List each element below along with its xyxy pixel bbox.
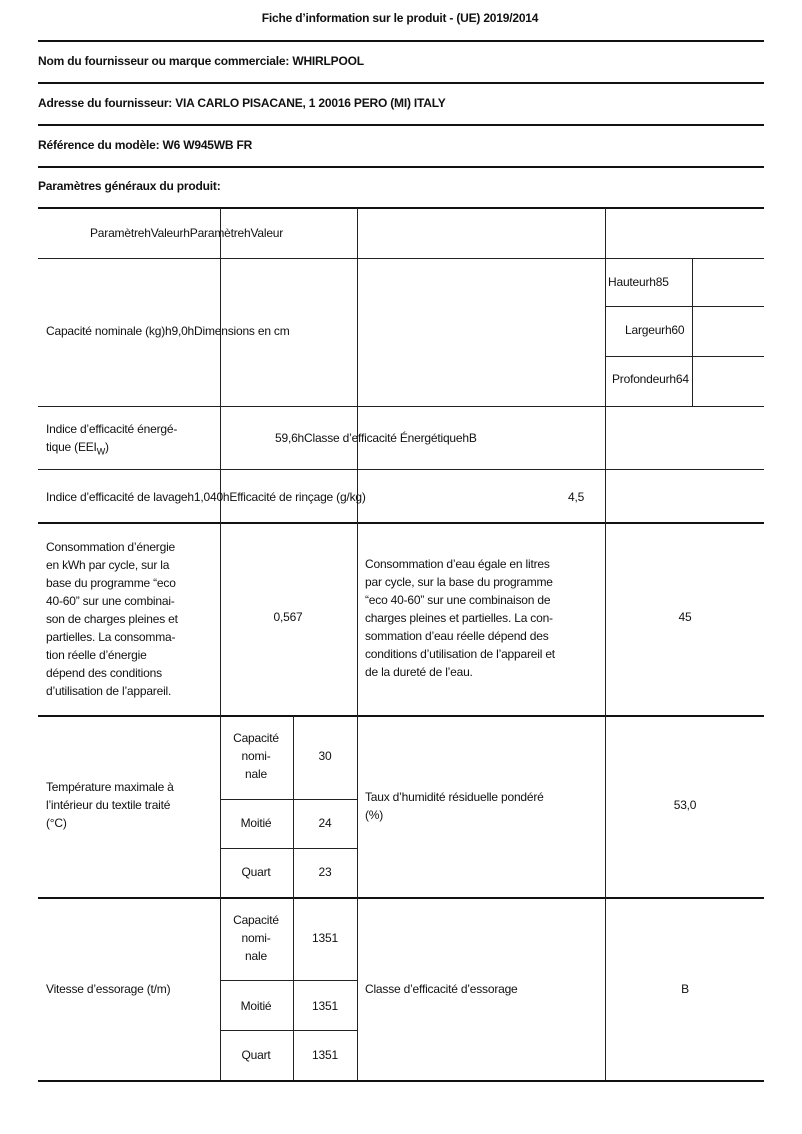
sub-row-label: Moitié bbox=[241, 814, 272, 832]
residual-humidity-label: Taux d’humidité résiduelle pondéré (%) bbox=[365, 788, 544, 824]
sub-row-value: 23 bbox=[318, 865, 332, 879]
document-title: Fiche d’information sur le produit - (UE… bbox=[261, 11, 539, 25]
sub-row-value: 1351 bbox=[312, 1048, 338, 1062]
dimension-depth: Profondeurh64 bbox=[612, 372, 689, 386]
text-line: dépend des conditions bbox=[46, 666, 162, 680]
washing-index-row: Indice d’efficacité de lavageh1,040hEffi… bbox=[46, 490, 366, 504]
text-line: Consommation d’énergie bbox=[46, 540, 176, 554]
water-consumption-label: Consommation d’eau égale en litres par cy… bbox=[365, 555, 555, 681]
text-line: Moitié bbox=[240, 816, 272, 830]
text-line: Capacité bbox=[233, 731, 279, 745]
text-line: de la dureté de l’eau. bbox=[365, 665, 473, 679]
text-line: Moitié bbox=[240, 999, 272, 1013]
spin-speed-label: Vitesse d’essorage (t/m) bbox=[46, 982, 171, 996]
dimension-width: Largeurh60 bbox=[625, 323, 685, 337]
eei-label-line2: tique (EEIW) bbox=[46, 440, 109, 457]
text-line: nomi- bbox=[241, 931, 271, 945]
text-line: Quart bbox=[241, 865, 271, 879]
table-top-border bbox=[38, 207, 764, 209]
text-line: “eco 40-60” sur une combinaison de bbox=[365, 593, 551, 607]
text-line: nomi- bbox=[241, 749, 271, 763]
sub-row-value: 30 bbox=[318, 749, 332, 763]
water-consumption-value: 45 bbox=[678, 610, 692, 624]
text-line: conditions d’utilisation de l’appareil e… bbox=[365, 647, 555, 661]
text-line: (°C) bbox=[46, 816, 67, 830]
text-line: tion réelle d’énergie bbox=[46, 648, 147, 662]
spin-class-value: B bbox=[681, 982, 689, 996]
general-parameters-heading: Paramètres généraux du produit: bbox=[38, 179, 221, 193]
spin-class-label: Classe d’efficacité d’essorage bbox=[365, 982, 518, 996]
text-line: Température maximale à bbox=[46, 780, 174, 794]
text-line: base du programme “eco bbox=[46, 576, 176, 590]
eei-value-and-class: 59,6hClasse d’efficacité ÉnergétiquehB bbox=[275, 431, 477, 445]
text-line: Taux d’humidité résiduelle pondéré bbox=[365, 790, 544, 804]
text-line: Quart bbox=[241, 1048, 271, 1062]
energy-consumption-label: Consommation d’énergie en kWh par cycle, … bbox=[46, 538, 178, 700]
divider bbox=[38, 82, 764, 84]
text-line: par cycle, sur la base du programme bbox=[365, 575, 553, 589]
text-line: son de charges pleines et bbox=[46, 612, 178, 626]
capacity-row: Capacité nominale (kg)h9,0hDimensions en… bbox=[46, 324, 290, 338]
sub-row-value: 1351 bbox=[312, 931, 338, 945]
text-line: sommation d’eau réelle dépend des bbox=[365, 629, 549, 643]
supplier-name: Nom du fournisseur ou marque commerciale… bbox=[38, 54, 364, 68]
divider bbox=[38, 40, 764, 42]
divider bbox=[38, 166, 764, 168]
sub-row-label: Quart bbox=[241, 863, 270, 881]
dimension-height: Hauteurh85 bbox=[608, 275, 669, 289]
text-line: nale bbox=[245, 949, 267, 963]
sub-row-label: Capacité nomi-nale bbox=[233, 729, 279, 783]
rinse-value: 4,5 bbox=[568, 490, 585, 504]
text-line: Consommation d’eau égale en litres bbox=[365, 557, 550, 571]
sub-row-value: 1351 bbox=[312, 999, 338, 1013]
residual-humidity-value: 53,0 bbox=[673, 798, 697, 812]
divider bbox=[38, 124, 764, 126]
energy-consumption-value: 0,567 bbox=[273, 610, 303, 624]
text-line: nale bbox=[245, 767, 267, 781]
supplier-address: Adresse du fournisseur: VIA CARLO PISACA… bbox=[38, 96, 446, 110]
text-line: partielles. La consomma- bbox=[46, 630, 176, 644]
sub-row-label: Capacité nomi-nale bbox=[233, 911, 279, 965]
text-line: d’utilisation de l’appareil. bbox=[46, 684, 172, 698]
text-line: en kWh par cycle, sur la bbox=[46, 558, 170, 572]
table-header: ParamètrehValeurhParamètrehValeur bbox=[90, 226, 284, 240]
text-line: 40-60” sur une combinai- bbox=[46, 594, 175, 608]
text-line: charges pleines et partielles. La con- bbox=[365, 611, 553, 625]
sub-row-label: Moitié bbox=[241, 997, 272, 1015]
model-reference: Référence du modèle: W6 W945WB FR bbox=[38, 138, 253, 152]
text-line: Capacité bbox=[233, 913, 279, 927]
eei-label-line1: Indice d’efficacité énergé- bbox=[46, 422, 178, 436]
max-temperature-label: Température maximale à l’intérieur du tex… bbox=[46, 778, 174, 832]
text-line: l’intérieur du textile traité bbox=[46, 798, 171, 812]
sub-row-value: 24 bbox=[318, 816, 332, 830]
sub-row-label: Quart bbox=[241, 1046, 270, 1064]
text-line: (%) bbox=[365, 808, 384, 822]
